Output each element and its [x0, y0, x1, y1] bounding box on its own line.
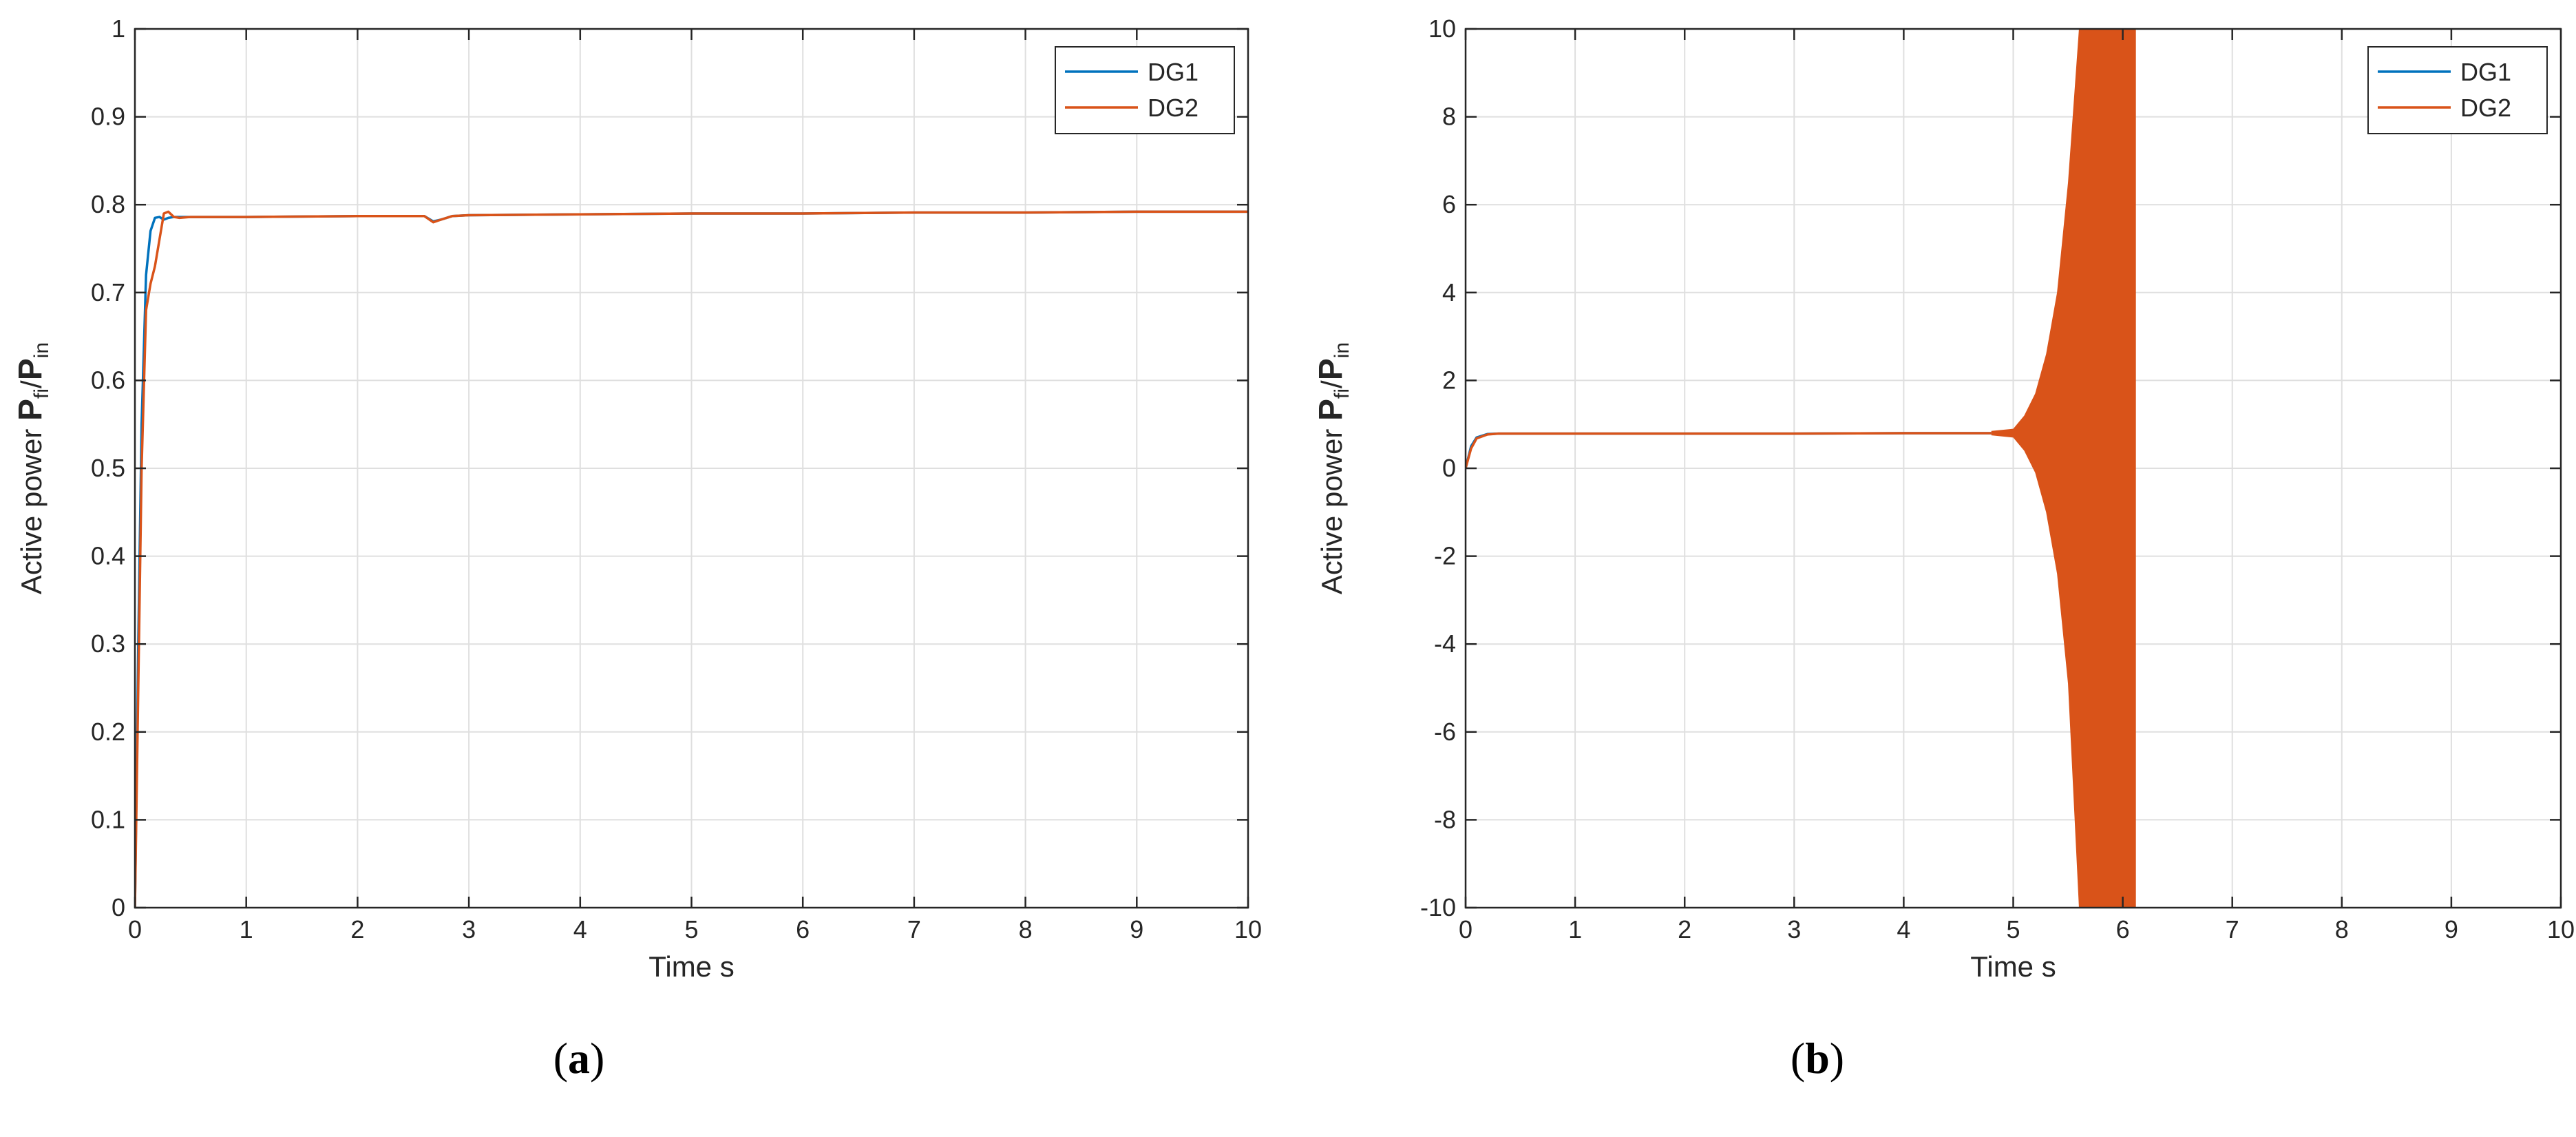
- chart-a-ytick-label-10: 1: [112, 14, 125, 43]
- chart-b-xtick-label-8: 8: [2335, 915, 2349, 943]
- chart-b-ytick-label-3: -4: [1434, 629, 1456, 658]
- chart-a-ytick-label-2: 0.2: [91, 718, 125, 746]
- chart-a-xtick-label-4: 4: [573, 915, 587, 943]
- chart-b-xtick-label-6: 6: [2116, 915, 2130, 943]
- chart-b-legend-box: [2367, 46, 2548, 134]
- chart-b-series-dg2-line: [1466, 432, 1992, 469]
- caption-b: (b): [1790, 1034, 1845, 1083]
- chart-b-xtick-label-9: 9: [2445, 915, 2458, 943]
- chart-b-xtick-label-0: 0: [1459, 915, 1472, 943]
- chart-a-xtick-label-8: 8: [1019, 915, 1033, 943]
- chart-b: 0 1 2 3 4 5 6 7 8 9 10 -10 -8 -6 -4 -2 0 2 4 6 8 10 Time s Acti…: [1313, 14, 2575, 983]
- chart-a-ytick-label-0: 0: [112, 893, 125, 921]
- panel-b: 0 1 2 3 4 5 6 7 8 9 10 -10 -8 -6 -4 -2 0 2 4 6 8 10 Time s Acti…: [1288, 0, 2576, 1137]
- chart-b-ytick-label-4: -2: [1434, 542, 1456, 570]
- chart-b-ytick-label-6: 2: [1442, 366, 1456, 394]
- chart-b-xtick-label-5: 5: [2006, 915, 2020, 943]
- chart-a-xtick-label-10: 10: [1234, 915, 1262, 943]
- chart-b-xtick-label-3: 3: [1787, 915, 1801, 943]
- chart-a-legend-box: [1055, 46, 1235, 134]
- chart-a-xtick-label-5: 5: [684, 915, 698, 943]
- chart-b-ytick-label-8: 6: [1442, 190, 1456, 218]
- chart-a-xtick-label-2: 2: [350, 915, 364, 943]
- chart-a-xtick-label-0: 0: [128, 915, 142, 943]
- chart-a-x-axis-label: Time s: [648, 950, 734, 983]
- chart-a-ytick-label-1: 0.1: [91, 805, 125, 833]
- chart-b-ytick-label-10: 10: [1428, 14, 1456, 43]
- chart-b-marks: [1466, 29, 2136, 908]
- chart-b-legend-label-dg2: DG2: [2460, 94, 2511, 122]
- chart-a-series-dg2-line: [135, 210, 1248, 908]
- chart-b-oscillation-envelope: [1991, 29, 2136, 908]
- chart-b-ytick-label-1: -8: [1434, 805, 1456, 833]
- chart-a-y-axis-label: Active power Pfi/Pin: [12, 342, 53, 594]
- chart-a-ytick-label-8: 0.8: [91, 190, 125, 218]
- chart-b-ytick-label-7: 4: [1442, 278, 1456, 306]
- chart-a-ytick-label-5: 0.5: [91, 454, 125, 482]
- panel-a: 0 1 2 3 4 5 6 7 8 9 10 0 0.1 0.2 0.3 0.4 0.5 0.6 0.7 0.8 0.9…: [12, 14, 1262, 1083]
- chart-b-xtick-label-7: 7: [2226, 915, 2239, 943]
- chart-b-xtick-label-4: 4: [1897, 915, 1910, 943]
- caption-a: (a): [553, 1034, 605, 1083]
- chart-a-xtick-label-7: 7: [907, 915, 921, 943]
- chart-b-xtick-label-1: 1: [1568, 915, 1582, 943]
- chart-b-ytick-label-9: 8: [1442, 103, 1456, 131]
- chart-b-legend-label-dg1: DG1: [2460, 58, 2511, 86]
- chart-a-ytick-label-6: 0.6: [91, 366, 125, 394]
- chart-b-ytick-label-2: -6: [1434, 718, 1456, 746]
- chart-a-ytick-label-9: 0.9: [91, 103, 125, 131]
- chart-a: 0 1 2 3 4 5 6 7 8 9 10 0 0.1 0.2 0.3 0.4 0.5 0.6 0.7 0.8 0.9…: [12, 14, 1262, 983]
- chart-a-legend-label-dg1: DG1: [1148, 58, 1199, 86]
- chart-a-xtick-label-1: 1: [240, 915, 253, 943]
- chart-b-xtick-label-10: 10: [2547, 915, 2575, 943]
- chart-b-x-axis-label: Time s: [1970, 950, 2056, 983]
- chart-b-ytick-label-5: 0: [1442, 454, 1456, 482]
- chart-b-ytick-label-0: -10: [1420, 893, 1456, 921]
- chart-a-xtick-label-3: 3: [462, 915, 476, 943]
- chart-b-y-axis-label: Active power Pfi/Pin: [1313, 342, 1353, 594]
- chart-a-ytick-label-7: 0.7: [91, 278, 125, 306]
- chart-a-marks: [135, 210, 1248, 908]
- chart-a-ytick-label-3: 0.3: [91, 629, 125, 658]
- chart-a-ytick-label-4: 0.4: [91, 542, 125, 570]
- chart-a-legend-label-dg2: DG2: [1148, 94, 1199, 122]
- chart-b-xtick-label-2: 2: [1678, 915, 1691, 943]
- chart-a-xtick-label-9: 9: [1130, 915, 1143, 943]
- chart-a-xtick-label-6: 6: [796, 915, 810, 943]
